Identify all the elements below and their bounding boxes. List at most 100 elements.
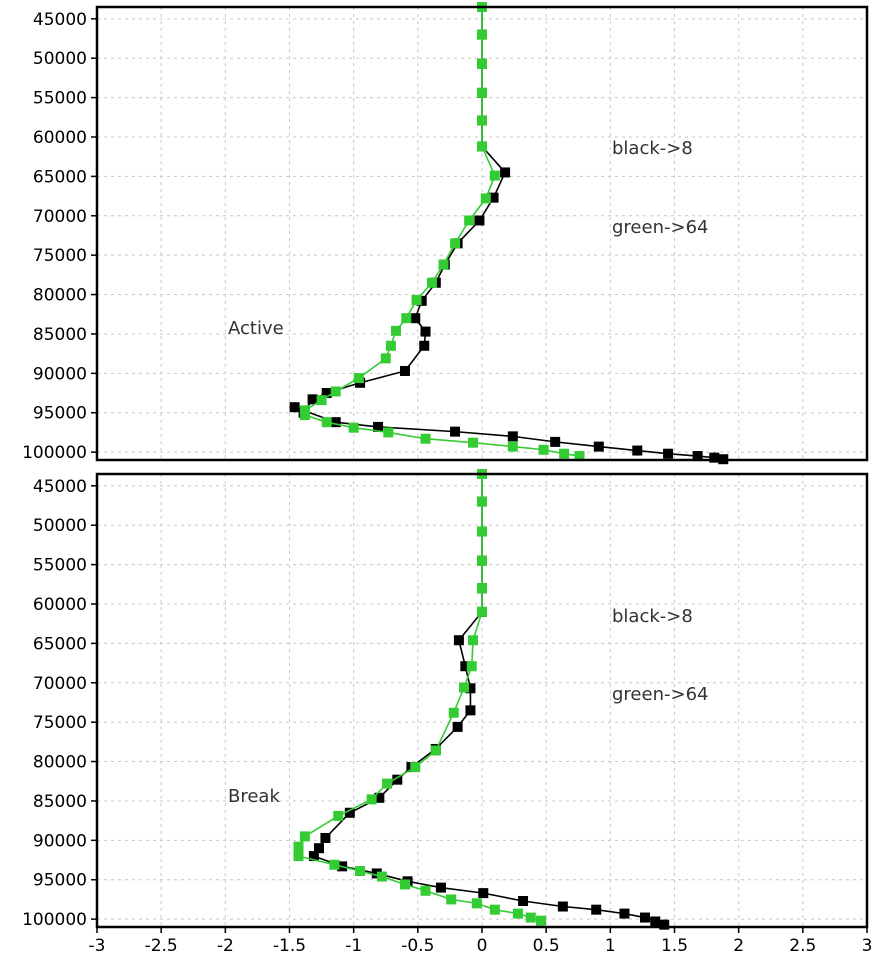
data-point-black-8	[465, 683, 476, 694]
data-point-black-8	[344, 807, 355, 818]
series-line-green-64	[297, 474, 542, 922]
data-point-green-64	[348, 422, 359, 433]
y-tick-label: 90000	[33, 831, 87, 851]
data-point-green-64	[380, 353, 391, 364]
data-point-green-64	[477, 115, 487, 126]
y-tick-label: 45000	[33, 10, 87, 30]
data-point-green-64	[450, 238, 461, 249]
data-point-black-8	[307, 394, 318, 405]
y-tick-label: 70000	[33, 207, 87, 227]
data-point-black-8	[450, 426, 461, 437]
x-tick-label: 0	[477, 936, 488, 956]
x-tick-label: 1	[605, 936, 616, 956]
data-point-black-8	[507, 431, 518, 442]
data-point-green-64	[333, 810, 344, 821]
data-point-green-64	[477, 526, 487, 537]
data-point-green-64	[299, 410, 310, 421]
x-tick-label: -3	[89, 936, 106, 956]
data-point-green-64	[355, 866, 366, 877]
x-tick-label: -2	[217, 936, 234, 956]
data-point-black-8	[478, 888, 489, 899]
data-point-green-64	[400, 879, 410, 890]
data-point-green-64	[438, 259, 449, 270]
x-tick-label: -1	[345, 936, 362, 956]
data-point-green-64	[480, 193, 491, 204]
data-point-black-8	[518, 896, 529, 907]
data-point-green-64	[477, 555, 487, 566]
data-point-green-64	[330, 386, 341, 397]
x-tick-label: 0.5	[533, 936, 560, 956]
annotation-label: black->8	[612, 138, 693, 159]
data-point-black-8	[392, 774, 403, 785]
data-point-black-8	[709, 452, 720, 463]
data-point-black-8	[619, 908, 630, 919]
data-point-black-8	[659, 919, 670, 930]
data-point-black-8	[435, 882, 446, 893]
y-tick-label: 55000	[33, 556, 87, 576]
data-point-green-64	[538, 444, 549, 455]
data-point-green-64	[293, 841, 304, 852]
data-point-green-64	[353, 373, 364, 384]
y-tick-label: 50000	[33, 49, 87, 69]
data-point-green-64	[383, 427, 394, 438]
annotation-label: Active	[228, 318, 284, 339]
data-point-green-64	[391, 325, 402, 336]
data-point-green-64	[536, 915, 547, 926]
y-tick-label: 60000	[33, 128, 87, 148]
series-line-green-64	[304, 7, 580, 457]
data-point-black-8	[692, 451, 703, 462]
y-tick-label: 75000	[33, 246, 87, 266]
data-point-green-64	[448, 707, 459, 718]
data-point-green-64	[293, 851, 304, 862]
data-point-green-64	[468, 635, 479, 646]
data-point-green-64	[489, 904, 500, 915]
data-point-black-8	[314, 843, 325, 854]
data-point-black-8	[650, 916, 661, 927]
data-point-black-8	[557, 901, 568, 912]
data-point-black-8	[591, 904, 602, 915]
plot-frame	[95, 472, 869, 929]
data-point-black-8	[410, 313, 421, 324]
annotation-label: green->64	[612, 217, 708, 238]
data-point-black-8	[488, 192, 499, 203]
y-tick-label: 55000	[33, 89, 87, 109]
x-tick-label: 2	[733, 936, 744, 956]
data-point-green-64	[376, 871, 387, 882]
data-point-green-64	[464, 215, 475, 226]
data-point-green-64	[477, 606, 487, 617]
y-tick-label: 70000	[33, 674, 87, 694]
data-point-black-8	[374, 792, 385, 803]
y-tick-label: 100000	[22, 910, 87, 930]
data-point-green-64	[329, 859, 340, 870]
data-point-green-64	[366, 794, 377, 805]
data-point-green-64	[489, 170, 500, 181]
y-tick-label: 80000	[33, 286, 87, 306]
data-point-green-64	[410, 762, 421, 773]
y-tick-label: 95000	[33, 404, 87, 424]
data-point-green-64	[382, 778, 393, 789]
data-point-black-8	[308, 851, 319, 862]
data-point-green-64	[477, 496, 487, 507]
y-tick-label: 80000	[33, 753, 87, 773]
data-point-black-8	[474, 215, 485, 226]
data-point-green-64	[321, 417, 332, 428]
data-point-green-64	[559, 448, 570, 459]
data-point-green-64	[316, 395, 327, 406]
data-point-green-64	[420, 885, 431, 896]
y-tick-label: 85000	[33, 325, 87, 345]
data-point-green-64	[477, 87, 487, 98]
data-point-black-8	[465, 705, 476, 716]
annotation-label: Break	[228, 786, 280, 807]
data-point-green-64	[430, 745, 441, 756]
y-tick-label: 60000	[33, 595, 87, 615]
x-tick-label: -1.5	[273, 936, 306, 956]
data-point-green-64	[299, 831, 310, 842]
y-tick-label: 75000	[33, 713, 87, 733]
data-point-black-8	[289, 402, 300, 413]
y-tick-label: 95000	[33, 871, 87, 891]
data-point-green-64	[401, 313, 412, 324]
data-point-black-8	[550, 436, 561, 447]
y-tick-label: 45000	[33, 477, 87, 497]
x-tick-label: 1.5	[661, 936, 688, 956]
data-point-green-64	[512, 908, 523, 919]
